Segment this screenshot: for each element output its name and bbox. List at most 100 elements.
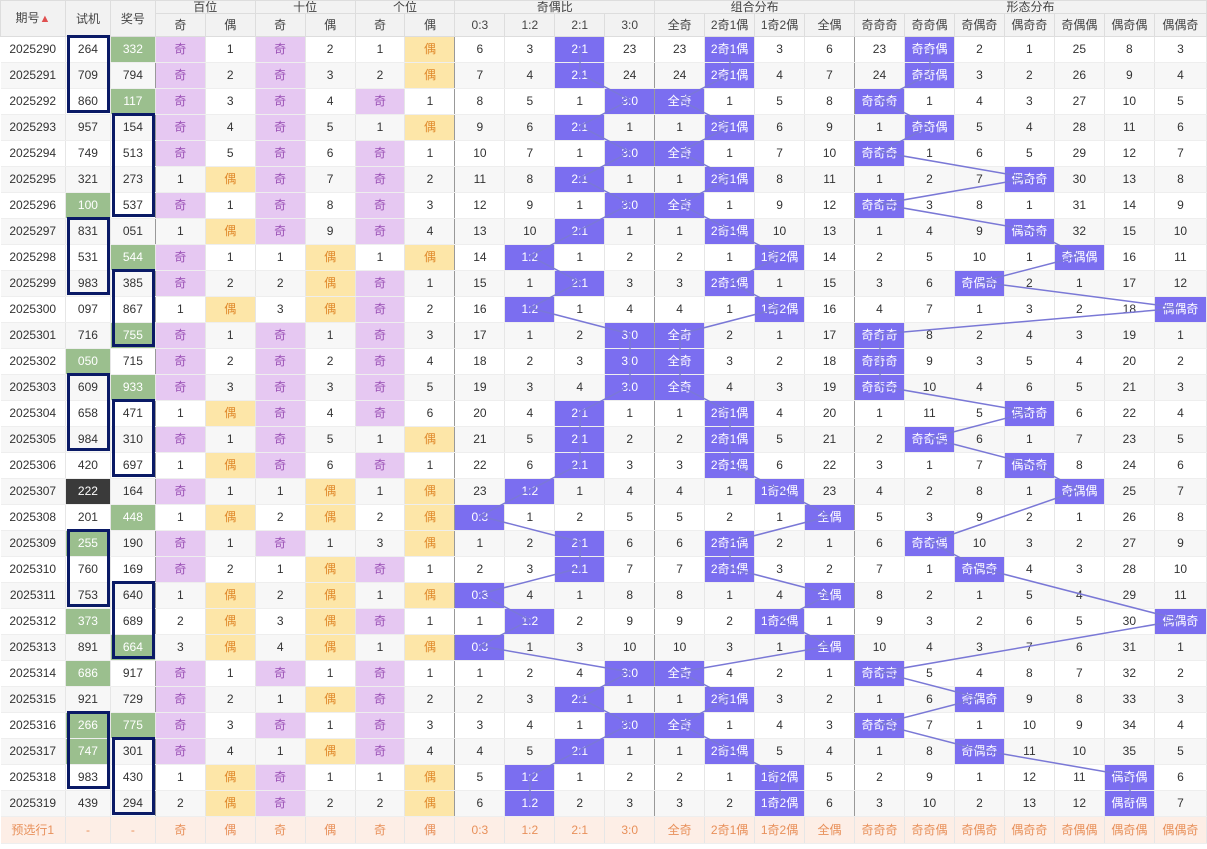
value-cell: 1:2 (504, 244, 556, 271)
value-cell: 2 (754, 660, 806, 687)
value-cell: 奇 (255, 166, 306, 193)
preview-cell[interactable]: 奇奇偶 (904, 816, 955, 844)
preview-cell[interactable]: 全奇 (654, 816, 706, 844)
value-cell: 偶 (205, 166, 256, 193)
value-cell: 1 (404, 88, 456, 115)
value-cell: 6 (404, 400, 456, 427)
value-cell: 7 (1154, 790, 1207, 817)
preview-cell[interactable]: 奇偶奇 (954, 816, 1005, 844)
preview-cell[interactable]: - (65, 816, 111, 844)
preview-cell[interactable]: - (110, 816, 156, 844)
value-cell: 3 (654, 270, 706, 297)
value-cell: 6 (504, 114, 556, 141)
value-cell: 2 (504, 348, 556, 375)
preview-cell[interactable]: 奇 (255, 816, 306, 844)
value-cell: 4 (854, 296, 905, 323)
period-cell: 2025297 (0, 218, 66, 245)
preview-cell[interactable]: 1:2 (504, 816, 556, 844)
sort-arrow-icon[interactable]: ▲ (39, 13, 51, 25)
value-cell: 3 (1154, 686, 1207, 713)
value-cell: 3 (854, 270, 905, 297)
shiji-cell: 716 (65, 322, 111, 349)
shiji-cell: 201 (65, 504, 111, 531)
value-cell: 1 (155, 218, 206, 245)
value-cell: 7 (1154, 478, 1207, 505)
value-cell: 2 (804, 556, 855, 583)
value-cell: 奇奇奇 (854, 192, 905, 219)
value-cell: 偶 (404, 478, 456, 505)
value-cell: 偶 (205, 400, 256, 427)
period-cell: 2025290 (0, 36, 66, 63)
value-cell: 奇 (155, 686, 206, 713)
value-cell: 4 (404, 738, 456, 765)
period-cell: 2025308 (0, 504, 66, 531)
value-cell: 11 (454, 166, 506, 193)
value-cell: 3 (1154, 36, 1207, 63)
value-cell: 4 (255, 634, 306, 661)
value-cell: 3:0 (604, 374, 656, 401)
value-cell: 2 (205, 348, 256, 375)
preview-cell[interactable]: 2:1 (554, 816, 606, 844)
value-cell: 1 (704, 478, 756, 505)
value-cell: 11 (1004, 738, 1055, 765)
preview-cell[interactable]: 奇 (355, 816, 406, 844)
period-cell: 2025318 (0, 764, 66, 791)
preview-cell[interactable]: 3:0 (604, 816, 656, 844)
value-cell: 2 (1054, 530, 1105, 557)
value-cell: 23 (654, 36, 706, 63)
preview-cell[interactable]: 0:3 (454, 816, 506, 844)
period-cell: 2025301 (0, 322, 66, 349)
value-cell: 1 (255, 244, 306, 271)
preview-cell[interactable]: 奇 (155, 816, 206, 844)
value-cell: 8 (1004, 660, 1055, 687)
preview-cell[interactable]: 偶奇奇 (1004, 816, 1055, 844)
value-cell: 3 (804, 712, 855, 739)
column-header: 偶 (204, 13, 256, 37)
value-cell: 2 (604, 764, 656, 791)
value-cell: 4 (754, 62, 806, 89)
value-cell: 2奇1偶 (704, 686, 756, 713)
value-cell: 偶 (305, 582, 356, 609)
preview-cell[interactable]: 偶 (404, 816, 456, 844)
preview-cell[interactable]: 全偶 (804, 816, 855, 844)
value-cell: 2 (604, 244, 656, 271)
value-cell: 18 (804, 348, 855, 375)
preview-cell[interactable]: 偶偶奇 (1154, 816, 1207, 844)
value-cell: 3 (205, 712, 256, 739)
value-cell: 2 (1054, 296, 1105, 323)
preview-cell[interactable]: 2奇1偶 (704, 816, 756, 844)
value-cell: 15 (1104, 218, 1155, 245)
preview-cell[interactable]: 偶 (305, 816, 356, 844)
value-cell: 3 (654, 790, 706, 817)
group-header: 组合分布 (654, 0, 855, 14)
value-cell: 2奇1偶 (704, 218, 756, 245)
value-cell: 1 (754, 634, 806, 661)
period-cell: 2025291 (0, 62, 66, 89)
value-cell: 1 (205, 244, 256, 271)
column-header: 全奇 (654, 13, 706, 37)
jianghao-cell: 164 (110, 478, 156, 505)
value-cell: 6 (654, 530, 706, 557)
value-cell: 偶偶奇 (1154, 296, 1207, 323)
preview-cell[interactable]: 偶奇偶 (1104, 816, 1155, 844)
jianghao-cell: 537 (110, 192, 156, 219)
group-header: 奇偶比 (454, 0, 656, 14)
value-cell: 4 (704, 374, 756, 401)
value-cell: 1 (904, 452, 955, 479)
preview-cell[interactable]: 1奇2偶 (754, 816, 806, 844)
preview-cell[interactable]: 奇偶偶 (1054, 816, 1105, 844)
preview-cell[interactable]: 奇奇奇 (854, 816, 905, 844)
value-cell: 2 (205, 686, 256, 713)
preview-row[interactable]: 预选行1- - 奇偶奇偶奇偶 0:3 1:2 2:1 3:0 全奇 2奇1偶 1奇2偶 全偶 奇奇奇奇… (0, 816, 1207, 844)
preview-cell[interactable]: 偶 (205, 816, 256, 844)
period-cell: 2025295 (0, 166, 66, 193)
value-cell: 23 (454, 478, 506, 505)
value-cell: 5 (1054, 374, 1105, 401)
period-header[interactable]: 期号▲ (0, 0, 66, 37)
preview-cell[interactable]: 预选行1 (0, 816, 66, 844)
value-cell: 4 (1004, 556, 1055, 583)
value-cell: 5 (404, 374, 456, 401)
value-cell: 20 (1104, 348, 1155, 375)
value-cell: 奇 (355, 296, 406, 323)
value-cell: 奇 (255, 192, 306, 219)
